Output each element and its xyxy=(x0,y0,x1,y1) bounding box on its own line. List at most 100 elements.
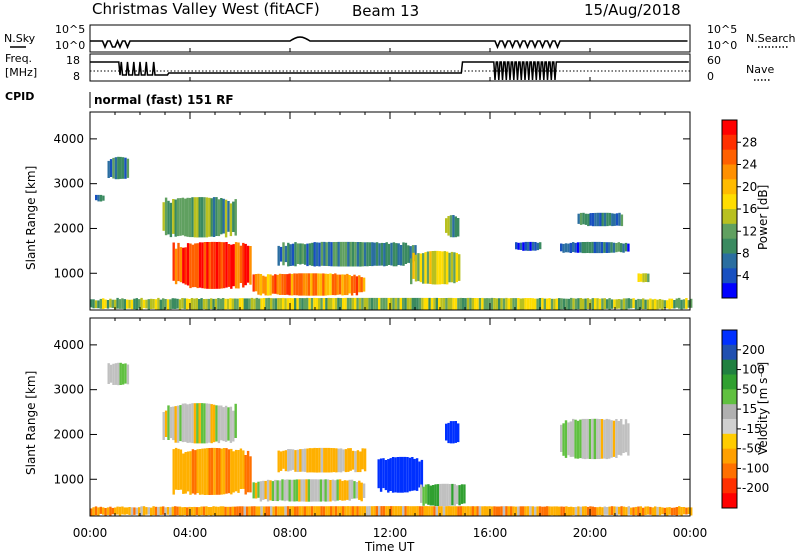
heat-cell xyxy=(486,298,489,310)
heat-cell xyxy=(193,403,197,444)
heat-cell xyxy=(315,506,318,516)
heat-cell xyxy=(394,506,398,516)
heat-cell xyxy=(212,506,215,516)
heat-cell xyxy=(210,447,214,495)
heat-cell xyxy=(522,298,525,310)
heat-cell xyxy=(264,276,267,296)
heat-cell xyxy=(601,298,604,310)
heat-cell xyxy=(570,297,573,310)
heat-cell xyxy=(301,243,304,264)
heat-cell xyxy=(183,298,186,310)
heat-cell xyxy=(237,242,240,289)
power-patch xyxy=(515,241,542,251)
heat-cell xyxy=(92,299,95,309)
heat-cell xyxy=(271,481,275,501)
heat-cell xyxy=(541,297,544,310)
heat-cell xyxy=(624,242,628,252)
heat-cell xyxy=(323,447,326,473)
heat-cell xyxy=(202,506,206,516)
heat-cell xyxy=(183,507,186,515)
heat-cell xyxy=(387,506,390,516)
heat-cell xyxy=(569,421,572,457)
heat-cell xyxy=(346,480,349,500)
nave-tick-top: 60 xyxy=(707,54,721,67)
heat-cell xyxy=(337,241,340,267)
power-patch xyxy=(410,250,461,285)
heat-cell xyxy=(390,506,393,516)
heat-cell xyxy=(213,447,216,495)
heat-cell xyxy=(176,198,180,237)
heat-cell xyxy=(126,299,129,309)
heat-cell xyxy=(291,243,295,266)
heat-cell xyxy=(392,506,395,516)
heat-cell xyxy=(452,298,455,310)
heat-cell xyxy=(308,298,311,310)
heat-cell xyxy=(586,298,590,309)
heat-cell xyxy=(350,479,354,499)
heat-cell xyxy=(262,275,265,294)
heat-cell xyxy=(531,298,534,310)
heat-cell xyxy=(191,403,194,444)
heat-cell xyxy=(198,197,201,238)
heat-cell xyxy=(449,215,453,238)
heat-cell xyxy=(625,298,628,310)
heat-cell xyxy=(166,507,170,515)
colorbar-swatch xyxy=(722,283,737,299)
heat-cell xyxy=(313,242,316,267)
heat-cell xyxy=(283,274,287,295)
heat-cell xyxy=(145,299,148,309)
heat-cell xyxy=(422,253,425,284)
heat-cell xyxy=(666,507,669,516)
power-patch xyxy=(95,194,105,202)
heat-cell xyxy=(362,277,366,292)
heat-cell xyxy=(312,273,315,296)
heat-cell xyxy=(201,448,204,495)
heat-cell xyxy=(224,199,228,238)
heat-cell xyxy=(598,419,601,459)
heat-cell xyxy=(208,197,211,237)
heat-cell xyxy=(505,297,508,310)
heat-cell xyxy=(150,507,153,516)
heat-cell xyxy=(387,243,391,265)
power-patch xyxy=(277,241,417,267)
heat-cell xyxy=(270,298,273,310)
heat-cell xyxy=(232,201,235,232)
heat-cell xyxy=(313,506,316,516)
heat-cell xyxy=(370,506,374,516)
xlabel: Time UT xyxy=(364,540,415,554)
heat-cell xyxy=(290,479,294,502)
colorbar-tick-label: -15 xyxy=(742,422,762,436)
heat-cell xyxy=(284,245,288,263)
velocity-patch xyxy=(90,506,693,516)
heat-cell xyxy=(591,213,595,227)
heat-cell xyxy=(452,506,455,516)
colorbar-swatch xyxy=(722,134,737,151)
heat-cell xyxy=(102,507,105,515)
heat-cell xyxy=(294,242,297,267)
heat-cell xyxy=(230,244,233,289)
heat-cell xyxy=(311,242,314,266)
heat-cell xyxy=(242,450,245,489)
heat-cell xyxy=(320,447,324,473)
heat-cell xyxy=(447,506,450,516)
heat-cell xyxy=(586,418,589,459)
heat-cell xyxy=(471,506,474,516)
heat-cell xyxy=(276,274,279,295)
ytick-label: 2000 xyxy=(53,427,84,441)
heat-cell xyxy=(361,506,364,516)
heat-cell xyxy=(169,507,172,516)
heat-cell xyxy=(334,480,337,502)
heat-cell xyxy=(293,479,296,502)
heat-cell xyxy=(234,449,238,492)
heat-cell xyxy=(337,506,340,516)
heat-cell xyxy=(114,363,118,385)
heat-cell xyxy=(234,298,237,310)
heat-cell xyxy=(500,298,503,310)
heat-cell xyxy=(397,297,400,310)
heat-cell xyxy=(92,507,95,516)
heat-cell xyxy=(203,242,207,289)
heat-cell xyxy=(140,297,143,310)
heat-cell xyxy=(588,419,592,459)
heat-cell xyxy=(531,506,534,516)
heat-cell xyxy=(644,273,648,282)
